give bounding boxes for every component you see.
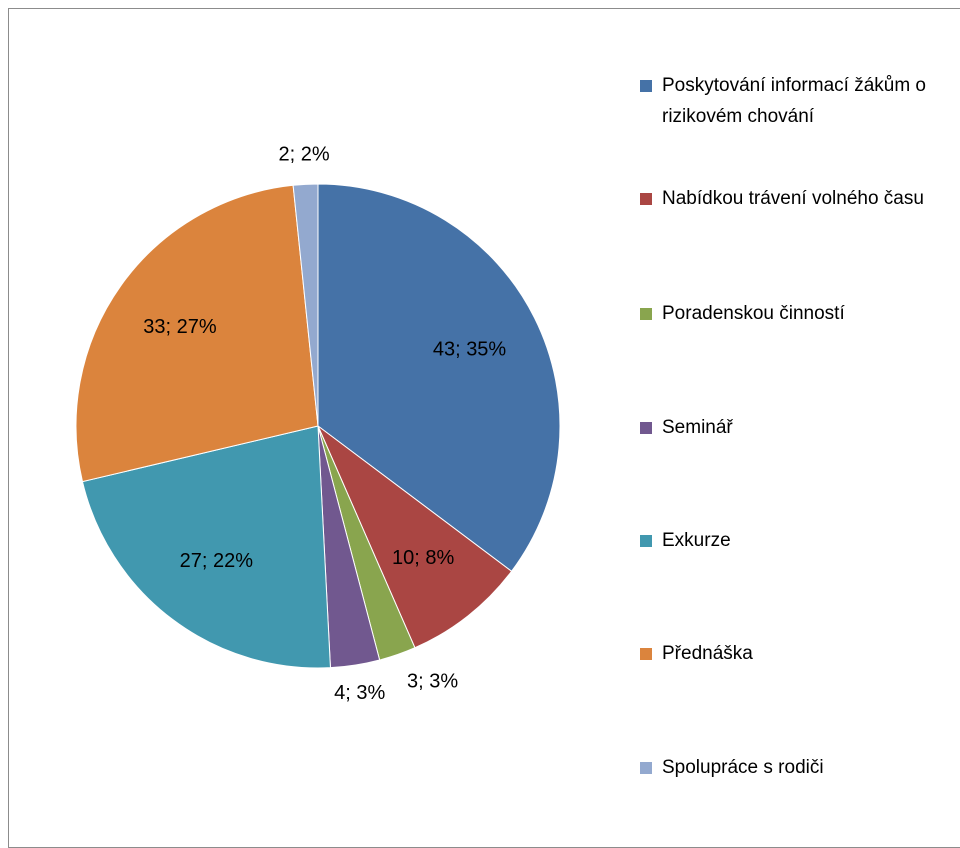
legend-swatch — [640, 193, 652, 205]
legend-swatch — [640, 80, 652, 92]
legend-label: Seminář — [662, 417, 733, 438]
legend-item: Poskytování informací žákům o rizikovém … — [640, 70, 950, 132]
legend-label: Exkurze — [662, 530, 731, 551]
legend-swatch — [640, 762, 652, 774]
legend-swatch — [640, 422, 652, 434]
legend-label: Přednáška — [662, 643, 753, 664]
legend-item: Exkurze — [640, 525, 950, 556]
legend-item: Spolupráce s rodiči — [640, 752, 950, 783]
data-label: 33; 27% — [143, 316, 217, 338]
data-label: 43; 35% — [433, 339, 507, 361]
pie-slice — [316, 424, 513, 649]
legend-item: Nabídkou trávení volného času — [640, 183, 950, 214]
legend-item: Poradenskou činností — [640, 298, 950, 329]
legend-item: Seminář — [640, 412, 950, 443]
data-label: 10; 8% — [392, 547, 454, 569]
pie-slice — [81, 425, 331, 669]
pie-slice — [317, 183, 561, 572]
data-label: 2; 2% — [278, 144, 329, 166]
legend-label: Spolupráce s rodiči — [662, 757, 824, 778]
legend-swatch — [640, 308, 652, 320]
legend-label: Nabídkou trávení volného času — [662, 188, 924, 209]
legend-label: Poradenskou činností — [662, 303, 845, 324]
legend-label: Poskytování informací žákům o rizikovém … — [662, 75, 926, 127]
data-label: 27; 22% — [180, 550, 254, 572]
data-label: 4; 3% — [334, 682, 385, 704]
legend-item: Přednáška — [640, 638, 950, 669]
legend-swatch — [640, 535, 652, 547]
legend-swatch — [640, 648, 652, 660]
data-label: 3; 3% — [407, 670, 458, 692]
pie-slice — [75, 184, 319, 483]
pie-slice — [292, 183, 319, 427]
